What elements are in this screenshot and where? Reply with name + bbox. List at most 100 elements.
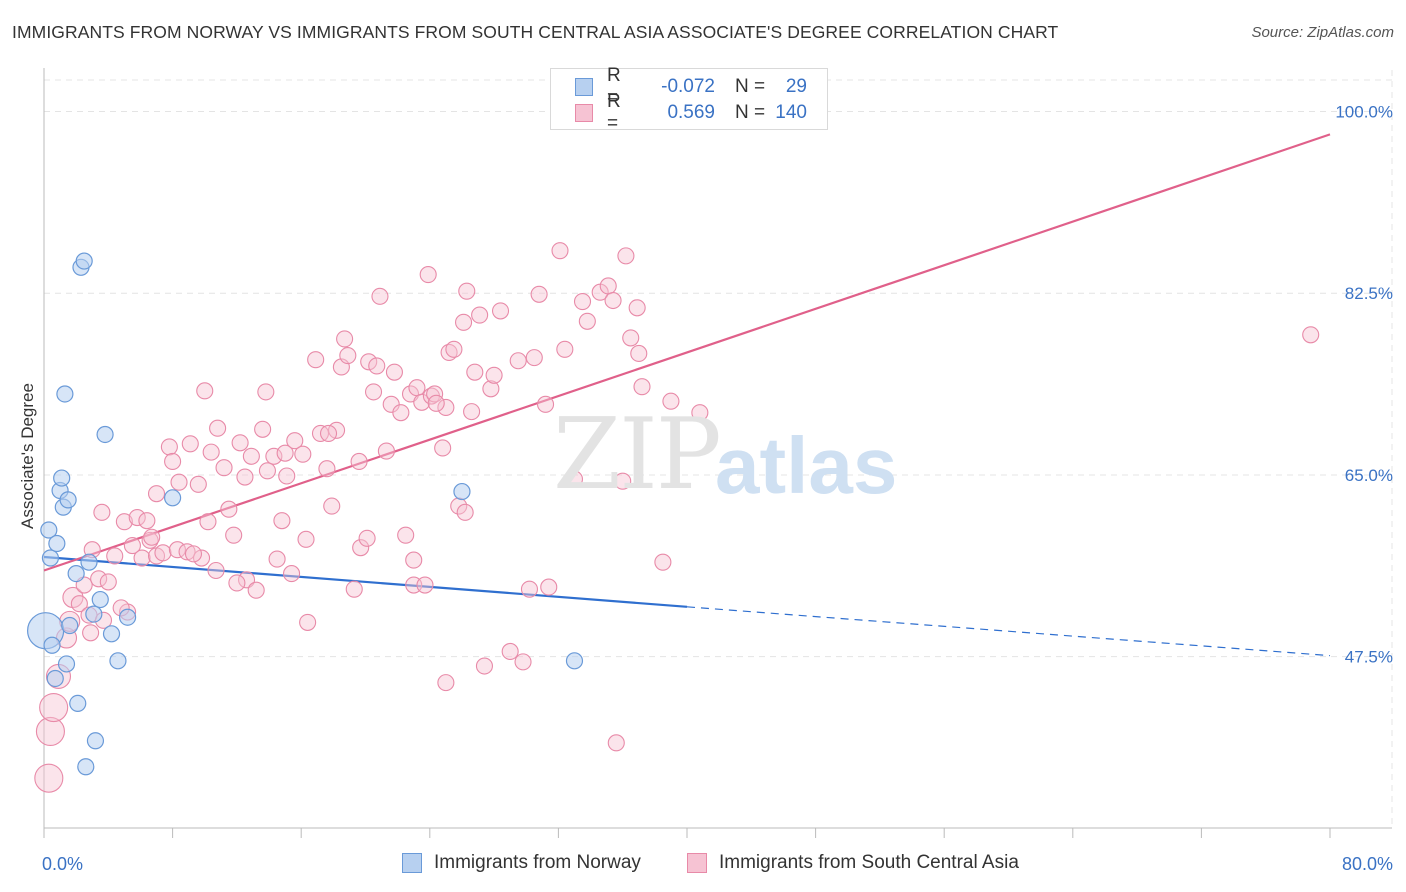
sca-point	[199, 513, 217, 531]
sca-point	[455, 313, 473, 331]
sca-point	[604, 291, 622, 310]
sca-point	[1302, 326, 1320, 344]
sca-point	[599, 277, 617, 295]
sca-point	[90, 570, 108, 588]
norway-point	[453, 482, 471, 501]
sca-point	[691, 404, 709, 422]
legend-row-sca: R = 0.569 N = 140	[575, 91, 807, 134]
sca-point	[622, 329, 640, 347]
norway-point	[565, 652, 584, 670]
sca-point	[419, 266, 437, 284]
sca-point	[143, 528, 161, 546]
sca-point	[138, 512, 156, 530]
sca-point	[215, 459, 233, 477]
sca-point	[268, 550, 286, 568]
sca-point	[299, 613, 317, 631]
sca-point	[170, 473, 188, 491]
norway-legend-label: Immigrants from Norway	[434, 852, 641, 873]
sca-point	[99, 573, 117, 591]
norway-point	[109, 652, 127, 670]
sca-point	[147, 485, 166, 503]
sca-point	[654, 553, 672, 571]
r-value-norway: -0.072	[661, 76, 715, 97]
sca-point	[192, 549, 211, 567]
sca-point	[181, 435, 199, 453]
legend-item-sca: Immigrants from South Central Asia	[687, 852, 1019, 874]
sca-point	[392, 404, 410, 422]
sca-point	[551, 242, 569, 260]
sca-point	[258, 462, 276, 480]
sca-points	[34, 242, 1320, 793]
sca-point	[633, 378, 651, 396]
sca-point	[350, 452, 368, 471]
norway-swatch	[575, 78, 593, 96]
watermark-zip: ZIP	[553, 398, 722, 512]
sca-point	[93, 503, 111, 521]
n-value-norway: 29	[785, 76, 807, 97]
r-label: R =	[607, 65, 621, 108]
norway-trend-line	[43, 555, 1331, 657]
sca-point	[278, 467, 296, 485]
sca-point	[336, 330, 354, 348]
sca-point	[427, 394, 445, 412]
sca-point	[368, 357, 386, 375]
norway-point	[48, 534, 66, 553]
sca-point	[339, 346, 357, 365]
sca-point	[294, 445, 312, 463]
sca-point	[345, 580, 363, 598]
sca-point	[228, 574, 246, 592]
norway-legend-swatch	[402, 853, 422, 873]
norway-point	[43, 636, 61, 654]
sca-point	[184, 545, 203, 563]
sca-trend-solid	[43, 133, 1331, 572]
sca-point	[209, 419, 227, 437]
sca-point	[628, 299, 646, 317]
sca-point	[614, 472, 632, 490]
r-value-sca: 0.569	[667, 102, 715, 123]
sca-point	[437, 398, 455, 417]
sca-point	[70, 595, 88, 613]
norway-point	[69, 694, 87, 712]
sca-point	[39, 693, 69, 723]
norway-point	[85, 605, 103, 623]
norway-point	[80, 553, 98, 571]
sca-point	[207, 561, 225, 580]
sca-point	[434, 439, 452, 457]
norway-point	[56, 385, 74, 403]
sca-point	[556, 340, 574, 358]
x-tick-label-0: 0.0%	[42, 854, 83, 874]
sca-point	[286, 432, 304, 450]
sca-point	[34, 763, 64, 793]
sca-point	[254, 420, 272, 438]
norway-points	[27, 252, 584, 776]
norway-point	[67, 565, 85, 583]
sca-point	[106, 547, 124, 565]
sca-point	[445, 340, 463, 358]
n-value-sca: 140	[775, 102, 807, 123]
norway-point	[91, 590, 109, 609]
sca-point	[525, 349, 543, 367]
axes	[43, 68, 1392, 838]
norway-point	[96, 425, 114, 444]
sca-point	[115, 513, 133, 531]
sca-point	[123, 537, 141, 555]
sca-point	[236, 468, 254, 486]
sca-point	[265, 447, 283, 465]
norway-trend-solid	[43, 555, 688, 608]
r-label: R =	[607, 91, 621, 134]
sca-point	[257, 383, 275, 401]
sca-point	[491, 302, 510, 320]
sca-point	[514, 653, 532, 671]
sca-point	[578, 312, 596, 330]
sca-point	[501, 642, 519, 661]
norway-point	[86, 732, 105, 750]
x-tick-label-1: 80.0%	[1342, 854, 1393, 874]
sca-trend-line	[43, 133, 1331, 572]
source-label: Source: ZipAtlas.com	[1251, 24, 1394, 41]
sca-point	[607, 734, 625, 752]
norway-point	[53, 469, 71, 487]
sca-point	[405, 551, 423, 569]
sca-point	[662, 392, 680, 410]
sca-point	[82, 624, 100, 642]
sca-point	[35, 716, 65, 746]
